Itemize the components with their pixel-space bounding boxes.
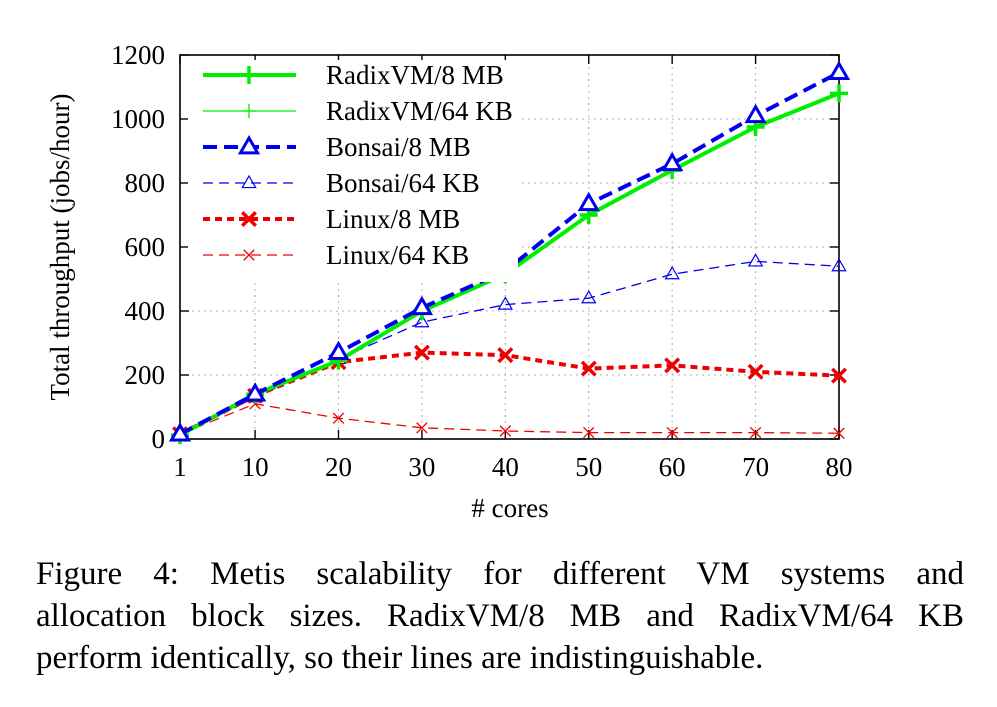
x-tick-label: 60 <box>659 452 686 482</box>
legend-label: Linux/8 MB <box>326 204 460 234</box>
data-point <box>833 427 845 439</box>
x-tick-label: 20 <box>325 452 352 482</box>
y-tick-label: 800 <box>125 168 166 198</box>
legend-entry: Linux/8 MB <box>203 204 460 234</box>
data-point <box>661 151 684 172</box>
x-tick-label: 70 <box>742 452 769 482</box>
legend-label: RadixVM/64 KB <box>326 96 513 126</box>
x-axis-label: # cores <box>471 493 548 523</box>
data-point <box>664 357 681 374</box>
y-tick-label: 600 <box>125 232 166 262</box>
x-tick-label: 1 <box>173 452 187 482</box>
data-point <box>413 344 430 361</box>
data-point <box>827 60 851 80</box>
legend-label: Linux/64 KB <box>326 240 469 270</box>
data-point <box>749 426 762 439</box>
data-point <box>583 426 595 439</box>
y-tick-label: 0 <box>152 424 166 454</box>
data-point <box>831 257 847 272</box>
legend-entry: RadixVM/8 MB <box>203 60 504 90</box>
series-line <box>179 350 840 436</box>
series-line <box>179 403 840 435</box>
data-point <box>497 347 514 364</box>
data-point <box>831 367 847 384</box>
legend-entry: Bonsai/8 MB <box>203 132 471 162</box>
data-point <box>332 412 345 424</box>
data-point <box>241 174 257 189</box>
caption-line: Figure 4: Metis scalability for differen… <box>36 556 964 592</box>
x-tick-label: 40 <box>492 452 519 482</box>
y-axis-label: Total throughput (jobs/hour) <box>45 93 75 400</box>
series-linux-64-kb <box>174 398 845 440</box>
data-point <box>168 422 192 442</box>
data-point <box>414 313 430 328</box>
data-point <box>410 295 434 316</box>
data-point <box>581 289 597 304</box>
data-point <box>237 134 261 155</box>
data-point <box>242 104 256 118</box>
legend-entry: RadixVM/64 KB <box>203 96 513 126</box>
caption-line: perform identically, so their lines are … <box>36 640 764 676</box>
legend-entry: Linux/64 KB <box>203 240 469 270</box>
x-tick-label: 10 <box>242 452 269 482</box>
data-point <box>243 249 255 261</box>
legend: RadixVM/8 MB RadixVM/64 KB Bonsai/8 MB Bons… <box>188 60 518 282</box>
data-point <box>666 426 678 439</box>
y-tick-label: 400 <box>125 296 166 326</box>
data-point <box>664 265 680 280</box>
data-point <box>830 84 848 103</box>
data-point <box>747 363 764 380</box>
y-tick-label: 1000 <box>111 104 165 134</box>
y-tick-label: 1200 <box>111 40 165 70</box>
legend-label: RadixVM/8 MB <box>326 60 504 90</box>
data-point <box>416 422 428 434</box>
data-point <box>744 103 767 124</box>
legend-label: Bonsai/64 KB <box>326 168 480 198</box>
caption-line: allocation block sizes. RadixVM/8 MB and… <box>36 598 964 634</box>
legend-label: Bonsai/8 MB <box>326 132 471 162</box>
data-point <box>243 382 267 402</box>
figure-caption: Figure 4: Metis scalability for differen… <box>36 553 964 679</box>
x-tick-label: 50 <box>575 452 602 482</box>
data-point <box>327 340 350 360</box>
data-point <box>497 296 514 310</box>
data-point <box>747 253 764 267</box>
x-tick-label: 80 <box>826 452 853 482</box>
x-tick-label: 30 <box>408 452 435 482</box>
series-bonsai-64-kb <box>172 253 847 440</box>
data-point <box>499 425 512 437</box>
data-point <box>577 191 600 212</box>
legend-background <box>188 60 518 282</box>
y-tick-label: 200 <box>125 360 166 390</box>
legend-entry: Bonsai/64 KB <box>203 168 480 198</box>
data-point <box>241 211 257 227</box>
data-point <box>240 66 258 84</box>
data-point <box>580 360 597 377</box>
